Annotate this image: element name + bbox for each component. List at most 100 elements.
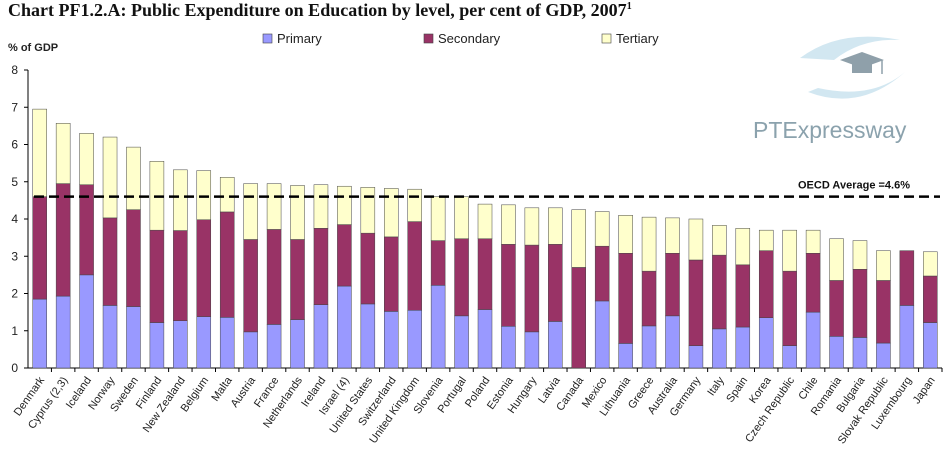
bar-secondary-28 [688, 259, 704, 346]
bar-tertiary-35 [852, 240, 868, 270]
bar-secondary-1 [55, 183, 71, 297]
bar-primary-19 [477, 309, 493, 369]
legend-swatch-primary [262, 33, 273, 44]
bar-tertiary-21 [524, 207, 540, 246]
bar-primary-33 [805, 311, 821, 369]
bar-primary-21 [524, 331, 540, 369]
y-tick-label: 6 [11, 138, 18, 152]
bar-secondary-5 [149, 229, 165, 323]
bar-primary-24 [594, 300, 610, 369]
bar-primary-6 [173, 320, 188, 369]
legend-label-secondary: Secondary [438, 31, 501, 46]
bar-tertiary-38 [923, 251, 938, 277]
bar-secondary-7 [196, 219, 212, 317]
bar-primary-34 [829, 336, 844, 369]
bar-primary-5 [149, 322, 165, 369]
bar-tertiary-26 [641, 216, 657, 272]
bar-primary-1 [55, 295, 71, 369]
bar-secondary-2 [79, 184, 94, 276]
bar-secondary-33 [805, 253, 821, 313]
bar-secondary-15 [384, 236, 399, 312]
bar-secondary-30 [735, 264, 751, 328]
bar-secondary-35 [852, 269, 868, 338]
bar-primary-37 [899, 305, 915, 369]
bar-primary-10 [266, 324, 282, 369]
bar-primary-0 [32, 298, 47, 369]
legend-label-primary: Primary [277, 31, 322, 46]
bar-secondary-8 [219, 211, 235, 318]
bar-tertiary-12 [313, 184, 329, 229]
watermark-logo: PTExpressway [753, 36, 907, 143]
bar-primary-27 [665, 315, 680, 369]
bar-tertiary-0 [32, 108, 47, 197]
bar-tertiary-34 [829, 238, 844, 281]
bar-primary-31 [758, 317, 774, 369]
y-tick-label: 0 [11, 361, 18, 375]
bar-tertiary-8 [219, 177, 235, 213]
bar-secondary-6 [173, 230, 188, 321]
bar-secondary-26 [641, 270, 657, 327]
bar-tertiary-9 [243, 183, 258, 240]
bar-tertiary-29 [712, 225, 727, 256]
bar-primary-7 [196, 316, 212, 369]
bar-tertiary-25 [618, 215, 633, 254]
bar-primary-35 [852, 337, 868, 369]
bar-tertiary-19 [477, 203, 493, 239]
bar-secondary-32 [782, 270, 797, 346]
bar-tertiary-28 [688, 218, 704, 261]
bar-primary-38 [923, 322, 938, 369]
watermark-text: PTExpressway [753, 117, 907, 143]
bar-secondary-36 [876, 280, 891, 344]
bar-tertiary-18 [454, 196, 469, 239]
bar-primary-29 [712, 328, 727, 369]
bar-tertiary-13 [337, 185, 352, 225]
bar-secondary-14 [360, 232, 376, 305]
legend-swatch-tertiary [601, 33, 612, 44]
graduation-cap-icon [840, 52, 884, 68]
bar-primary-15 [384, 311, 399, 369]
bar-tertiary-6 [173, 169, 188, 231]
bar-secondary-27 [665, 253, 680, 317]
y-tick-label: 4 [11, 212, 18, 226]
bar-tertiary-27 [665, 217, 680, 254]
bar-primary-22 [548, 321, 563, 369]
bar-primary-11 [290, 319, 305, 369]
bar-primary-3 [102, 305, 118, 369]
bar-primary-25 [618, 343, 633, 369]
bar-primary-4 [126, 306, 141, 369]
y-tick-label: 5 [11, 175, 18, 189]
graduation-cap-base [852, 64, 872, 73]
bar-tertiary-33 [805, 229, 821, 254]
bar-tertiary-4 [126, 146, 141, 210]
bar-primary-36 [876, 342, 891, 369]
oecd-average-label: OECD Average =4.6% [798, 180, 910, 192]
bar-tertiary-20 [501, 204, 516, 245]
chart-title: Chart PF1.2.A: Public Expenditure on Edu… [8, 0, 632, 20]
legend-label-tertiary: Tertiary [616, 31, 659, 46]
bar-primary-26 [641, 325, 657, 369]
bar-secondary-29 [712, 254, 727, 330]
bar-secondary-10 [266, 229, 282, 325]
bar-tertiary-24 [594, 211, 610, 247]
bar-secondary-17 [430, 240, 446, 286]
bar-primary-8 [219, 317, 235, 369]
legend: Primary Secondary Tertiary [262, 31, 659, 46]
bar-secondary-24 [594, 245, 610, 302]
y-tick-label: 7 [11, 100, 18, 114]
y-axis-label: % of GDP [8, 42, 58, 54]
bar-tertiary-30 [735, 228, 751, 266]
bar-primary-13 [337, 285, 352, 369]
bar-primary-32 [782, 345, 797, 369]
bar-tertiary-11 [290, 185, 305, 240]
legend-swatch-secondary [423, 33, 434, 44]
bar-secondary-31 [758, 250, 774, 318]
bar-secondary-18 [454, 238, 469, 317]
bar-primary-14 [360, 303, 376, 369]
title-footnote: 1 [626, 1, 632, 12]
bar-tertiary-2 [79, 133, 94, 185]
bar-secondary-3 [102, 217, 118, 306]
bar-secondary-0 [32, 196, 47, 300]
bar-tertiary-31 [758, 229, 774, 251]
bar-tertiary-16 [407, 188, 422, 222]
bar-secondary-19 [477, 238, 493, 310]
